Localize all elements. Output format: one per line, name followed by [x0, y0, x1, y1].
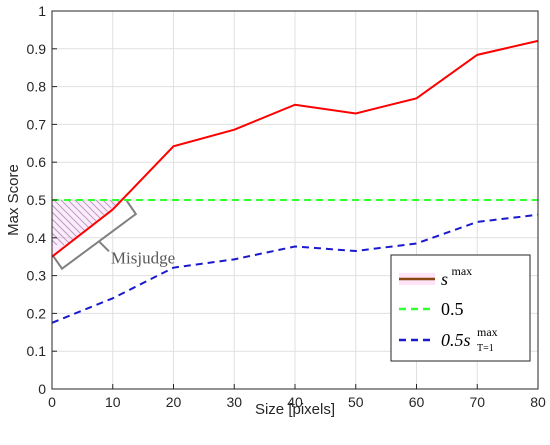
- legend-label-1: 0.5: [441, 299, 464, 319]
- y-tick-label: 0.9: [27, 41, 47, 57]
- misjudge-pointer: [98, 240, 110, 253]
- x-tick-label: 80: [530, 394, 546, 410]
- tick-labels: 0 10 20 30 40 50 60 70 80 0 0.1 0.2 0.3 0.4 0.5 0.6 0.7 0…: [27, 3, 546, 410]
- x-tick-label: 70: [469, 394, 485, 410]
- y-tick-label: 0.8: [27, 79, 47, 95]
- y-axis-label: Max Score: [5, 164, 22, 236]
- legend-label-main: 0.5s: [441, 330, 471, 350]
- x-tick-label: 60: [409, 394, 425, 410]
- x-tick-label: 0: [48, 394, 56, 410]
- y-tick-label: 0.1: [27, 343, 47, 359]
- legend-label-sup: max: [477, 325, 498, 339]
- y-tick-label: 0.3: [27, 268, 47, 284]
- legend-label-sup: max: [452, 264, 473, 278]
- legend-label-2: 0.5s: [441, 330, 471, 350]
- legend-label-0: s: [441, 269, 448, 289]
- y-tick-label: 0.4: [27, 230, 47, 246]
- x-tick-label: 40: [287, 394, 303, 410]
- y-tick-label: 0.2: [27, 305, 47, 321]
- hatch-line: [102, 200, 122, 246]
- y-tick-label: 1: [38, 3, 46, 19]
- x-tick-label: 20: [166, 394, 182, 410]
- hatch-line: [52, 200, 72, 246]
- x-axis-label: Size [pixels]: [255, 401, 335, 418]
- series-line-0: [51, 39, 539, 258]
- y-tick-label: 0.6: [27, 154, 47, 170]
- x-tick-label: 50: [348, 394, 364, 410]
- series-layer: [51, 39, 539, 324]
- legend-label-sub: T=1: [477, 343, 494, 354]
- misjudge-label: Misjudge: [111, 248, 175, 267]
- x-tick-label: 10: [105, 394, 121, 410]
- legend-label-main: s: [441, 269, 448, 289]
- y-tick-label: 0.7: [27, 116, 47, 132]
- y-tick-label: 0.5: [27, 192, 47, 208]
- x-tick-label: 30: [226, 394, 242, 410]
- legend-label-main: 0.5: [441, 299, 464, 319]
- y-tick-label: 0: [38, 381, 46, 397]
- hatch-line: [52, 200, 79, 246]
- series-line-2: [51, 213, 539, 324]
